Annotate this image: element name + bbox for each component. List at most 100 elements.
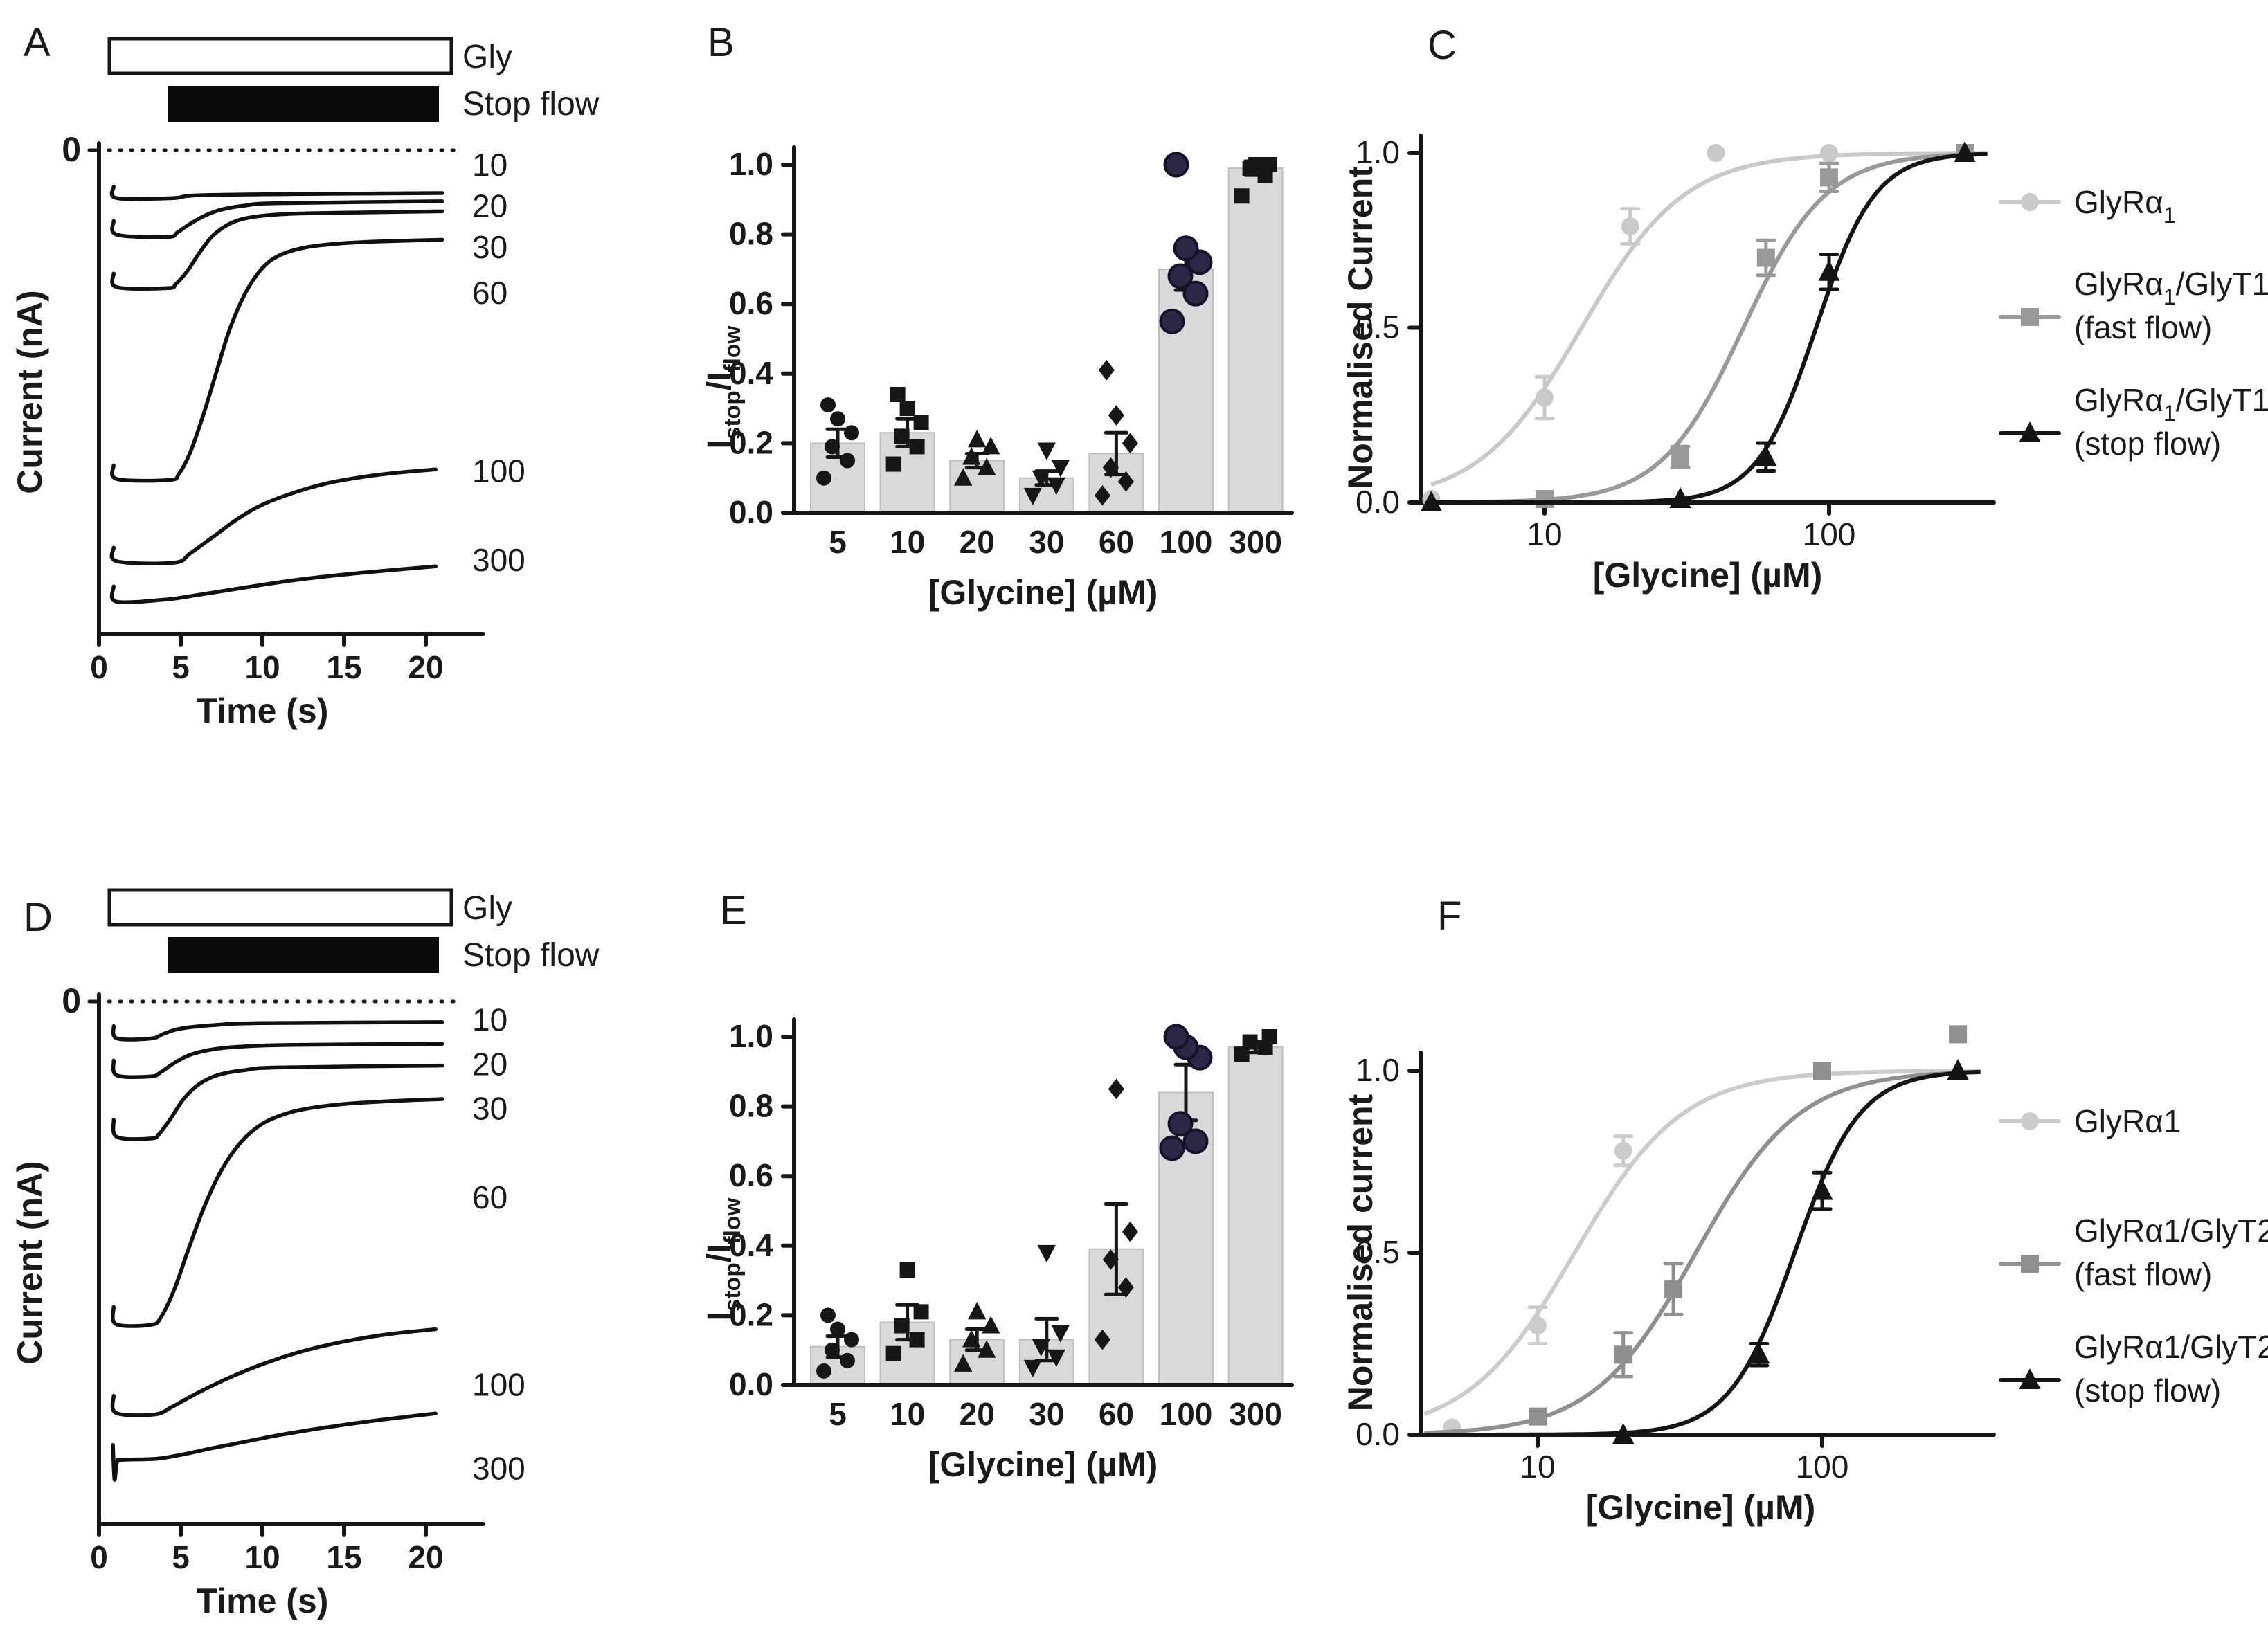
svg-text:20: 20 (472, 1046, 507, 1082)
svg-text:20: 20 (408, 649, 443, 685)
svg-text:0: 0 (62, 981, 81, 1020)
panel-label-e: E (720, 888, 747, 933)
svg-text:Istop/Iflow: Istop/Iflow (701, 1197, 746, 1321)
svg-text:Normalised Current: Normalised Current (1341, 166, 1380, 489)
svg-text:[Glycine] (µM): [Glycine] (µM) (1593, 556, 1823, 595)
svg-text:10: 10 (244, 1539, 280, 1575)
trace-60 (110, 237, 444, 483)
svg-text:10: 10 (472, 147, 507, 183)
trace-10 (111, 1020, 444, 1042)
svg-text:GlyRα1/GlyT1: GlyRα1/GlyT1 (2074, 266, 2268, 309)
trace-100 (109, 467, 438, 565)
trace-300 (109, 564, 438, 604)
svg-text:(stop flow): (stop flow) (2074, 1372, 2221, 1408)
svg-text:100: 100 (1160, 524, 1213, 560)
svg-text:Gly: Gly (462, 890, 512, 927)
svg-text:GlyRα1/GlyT2: GlyRα1/GlyT2 (2074, 1329, 2268, 1365)
stop-flow-bar (168, 86, 439, 122)
svg-text:20: 20 (408, 1539, 443, 1575)
svg-text:100: 100 (472, 1366, 525, 1402)
svg-text:Current (nA): Current (nA) (10, 290, 49, 493)
panel-c-dose-response-glyt1: 0.0 0.5 1.0 10 100 [Glycine] (µM) Normalised C… (1341, 133, 2268, 595)
svg-text:5: 5 (829, 1396, 847, 1432)
panelE-content: 0.0 0.2 0.4 0.6 0.8 1.0 5 10 20 30 60 100 300 [Glycin… (701, 1017, 1294, 1484)
panelF-content: 0.0 0.5 1.0 10 100[Glycine] (µM) Normalised c… (1341, 1025, 2268, 1527)
svg-text:0: 0 (62, 130, 81, 169)
svg-text:Time (s): Time (s) (197, 1581, 329, 1620)
bar-20 (949, 460, 1005, 514)
svg-text:0.0: 0.0 (729, 494, 773, 530)
panel-f-dose-response-glyt2: 0.0 0.5 1.0 10 100[Glycine] (µM) Normalised c… (1341, 1025, 2268, 1527)
svg-text:30: 30 (472, 229, 507, 265)
svg-text:15: 15 (326, 1539, 361, 1575)
svg-text:Gly: Gly (462, 39, 512, 75)
svg-text:10: 10 (244, 649, 280, 685)
svg-text:0.2: 0.2 (729, 424, 773, 460)
dose-curve-2 (1424, 1069, 1981, 1437)
stop-flow-bar (168, 937, 439, 973)
panel-label-c: C (1428, 23, 1457, 68)
svg-text:1.0: 1.0 (729, 1018, 773, 1054)
panel-a-current-traces: Gly Stop flow 0 0 5 10 15 20 Time (s) Current (nA… (10, 37, 600, 730)
svg-text:20: 20 (960, 1396, 995, 1432)
svg-text:0.2: 0.2 (729, 1296, 773, 1332)
svg-text:10: 10 (1520, 1449, 1555, 1485)
panel-label-b: B (708, 20, 735, 65)
dose-curve-1 (1424, 1070, 1981, 1435)
svg-text:GlyRα1: GlyRα1 (2074, 1103, 2181, 1139)
svg-text:GlyRα1: GlyRα1 (2074, 184, 2176, 228)
svg-text:0.4: 0.4 (729, 355, 773, 391)
trace-20 (111, 1042, 444, 1080)
svg-text:300: 300 (472, 542, 525, 578)
svg-text:100: 100 (1160, 1396, 1213, 1432)
svg-text:(stop flow): (stop flow) (2074, 426, 2221, 462)
svg-text:Current (nA): Current (nA) (10, 1161, 49, 1364)
svg-text:10: 10 (1527, 516, 1562, 552)
panelC-content: 0.0 0.5 1.0 10 100 [Glycine] (µM) Normalised C… (1341, 133, 2268, 595)
svg-text:0.6: 0.6 (729, 1157, 773, 1193)
svg-text:[Glycine] (µM): [Glycine] (µM) (1586, 1488, 1816, 1527)
svg-text:GlyRα1/GlyT2: GlyRα1/GlyT2 (2074, 1213, 2268, 1249)
svg-text:0.8: 0.8 (729, 216, 773, 252)
panelA-content: Gly Stop flow 0 0 5 10 15 20 Time (s) Current (nA… (10, 37, 600, 730)
svg-text:0.5: 0.5 (1356, 1234, 1400, 1270)
svg-text:60: 60 (1099, 524, 1134, 560)
svg-text:60: 60 (472, 275, 507, 311)
trace-30 (111, 1063, 444, 1141)
trace-60 (111, 1097, 444, 1328)
svg-text:0.8: 0.8 (729, 1088, 773, 1124)
panel-label-d: D (24, 895, 53, 940)
svg-text:5: 5 (172, 649, 190, 685)
svg-text:0.5: 0.5 (1356, 309, 1400, 345)
svg-text:300: 300 (1229, 524, 1282, 560)
svg-text:30: 30 (472, 1091, 507, 1127)
svg-text:0: 0 (90, 1539, 108, 1575)
svg-text:5: 5 (172, 1539, 190, 1575)
bar-100 (1158, 268, 1214, 514)
svg-text:100: 100 (1803, 516, 1856, 552)
panel-d-current-traces: Gly Stop flow 0 0 5 10 15 20 Time (s) Current (nA… (10, 888, 600, 1620)
dose-curve-0 (1430, 151, 1988, 487)
svg-text:GlyRα1/GlyT1: GlyRα1/GlyT1 (2074, 382, 2268, 426)
svg-text:Stop flow: Stop flow (462, 937, 600, 974)
svg-text:20: 20 (472, 188, 507, 224)
svg-text:100: 100 (1796, 1449, 1849, 1485)
svg-text:[Glycine] (µM): [Glycine] (µM) (928, 573, 1158, 612)
svg-text:1.0: 1.0 (729, 146, 773, 182)
svg-text:300: 300 (472, 1450, 525, 1486)
svg-text:10: 10 (472, 1001, 507, 1037)
svg-text:0.0: 0.0 (1356, 1416, 1400, 1452)
bar-300 (1227, 1046, 1284, 1386)
svg-text:Istop/Iflow: Istop/Iflow (701, 325, 746, 449)
svg-text:30: 30 (1029, 524, 1064, 560)
dose-curve-0 (1423, 1069, 1981, 1416)
svg-text:Time (s): Time (s) (197, 691, 329, 730)
svg-text:10: 10 (890, 524, 925, 560)
svg-text:30: 30 (1029, 1396, 1064, 1432)
svg-text:5: 5 (829, 524, 847, 560)
svg-text:0.6: 0.6 (729, 285, 773, 321)
trace-20 (110, 199, 444, 239)
svg-text:(fast flow): (fast flow) (2074, 309, 2212, 345)
svg-text:20: 20 (960, 524, 995, 560)
dose-curve-2 (1431, 152, 1988, 505)
